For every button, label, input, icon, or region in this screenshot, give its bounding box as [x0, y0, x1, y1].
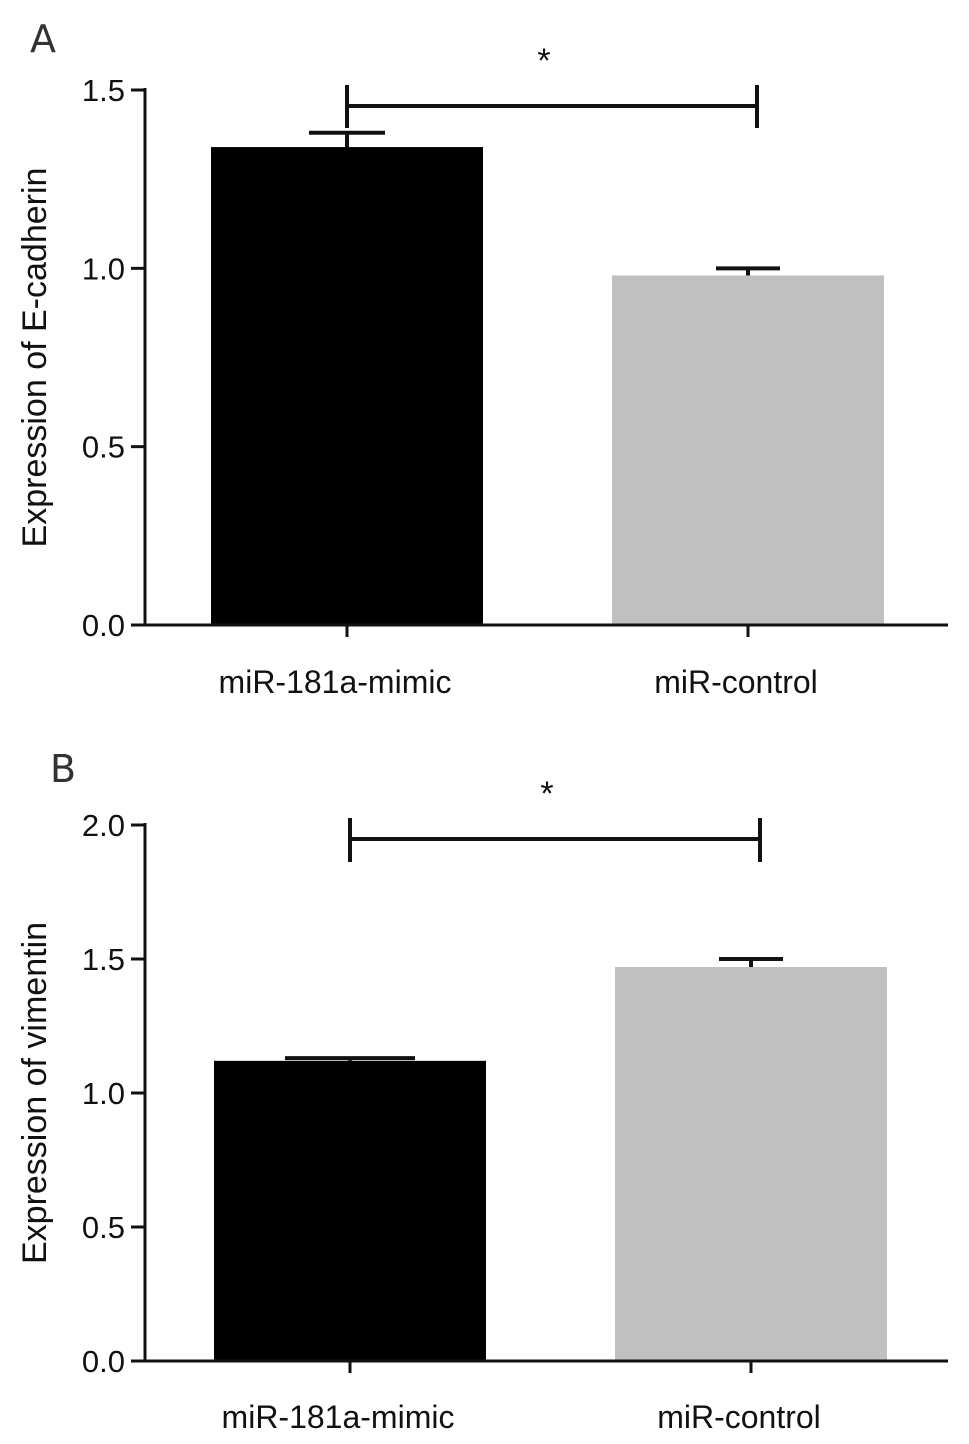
- y-tick-label: 2.0: [82, 808, 125, 843]
- chart-panel-a: A Expression of E-cadherin 0.0 0.5 1.0 1.5 miR…: [16, 17, 948, 700]
- y-tick-label: 1.0: [82, 251, 125, 286]
- y-tick-label: 1.5: [82, 942, 125, 977]
- panel-letter: A: [30, 17, 56, 61]
- y-tick-label: 0.0: [82, 608, 125, 643]
- y-axis-title: Expression of vimentin: [16, 922, 54, 1264]
- significance-star: *: [537, 42, 550, 80]
- x-category-label: miR-control: [654, 664, 818, 700]
- bar-0: [214, 1060, 486, 1361]
- chart-panel-b: B Expression of vimentin 0.0 0.5 1.0 1.5 2.0 mi…: [16, 747, 948, 1435]
- y-tick-label: 1.5: [82, 73, 125, 108]
- x-category-label: miR-control: [657, 1399, 821, 1435]
- y-tick-label: 1.0: [82, 1076, 125, 1111]
- y-tick-label: 0.5: [82, 1210, 125, 1245]
- bar-0: [211, 147, 483, 626]
- panel-letter: B: [50, 747, 76, 791]
- y-axis-title: Expression of E-cadherin: [16, 168, 54, 548]
- bar-1: [615, 967, 887, 1361]
- y-tick-label: 0.5: [82, 430, 125, 465]
- y-tick-label: 0.0: [82, 1344, 125, 1379]
- x-category-label: miR-181a-mimic: [219, 664, 452, 700]
- significance-star: *: [540, 775, 553, 813]
- bar-1: [612, 275, 884, 625]
- x-category-label: miR-181a-mimic: [222, 1399, 455, 1435]
